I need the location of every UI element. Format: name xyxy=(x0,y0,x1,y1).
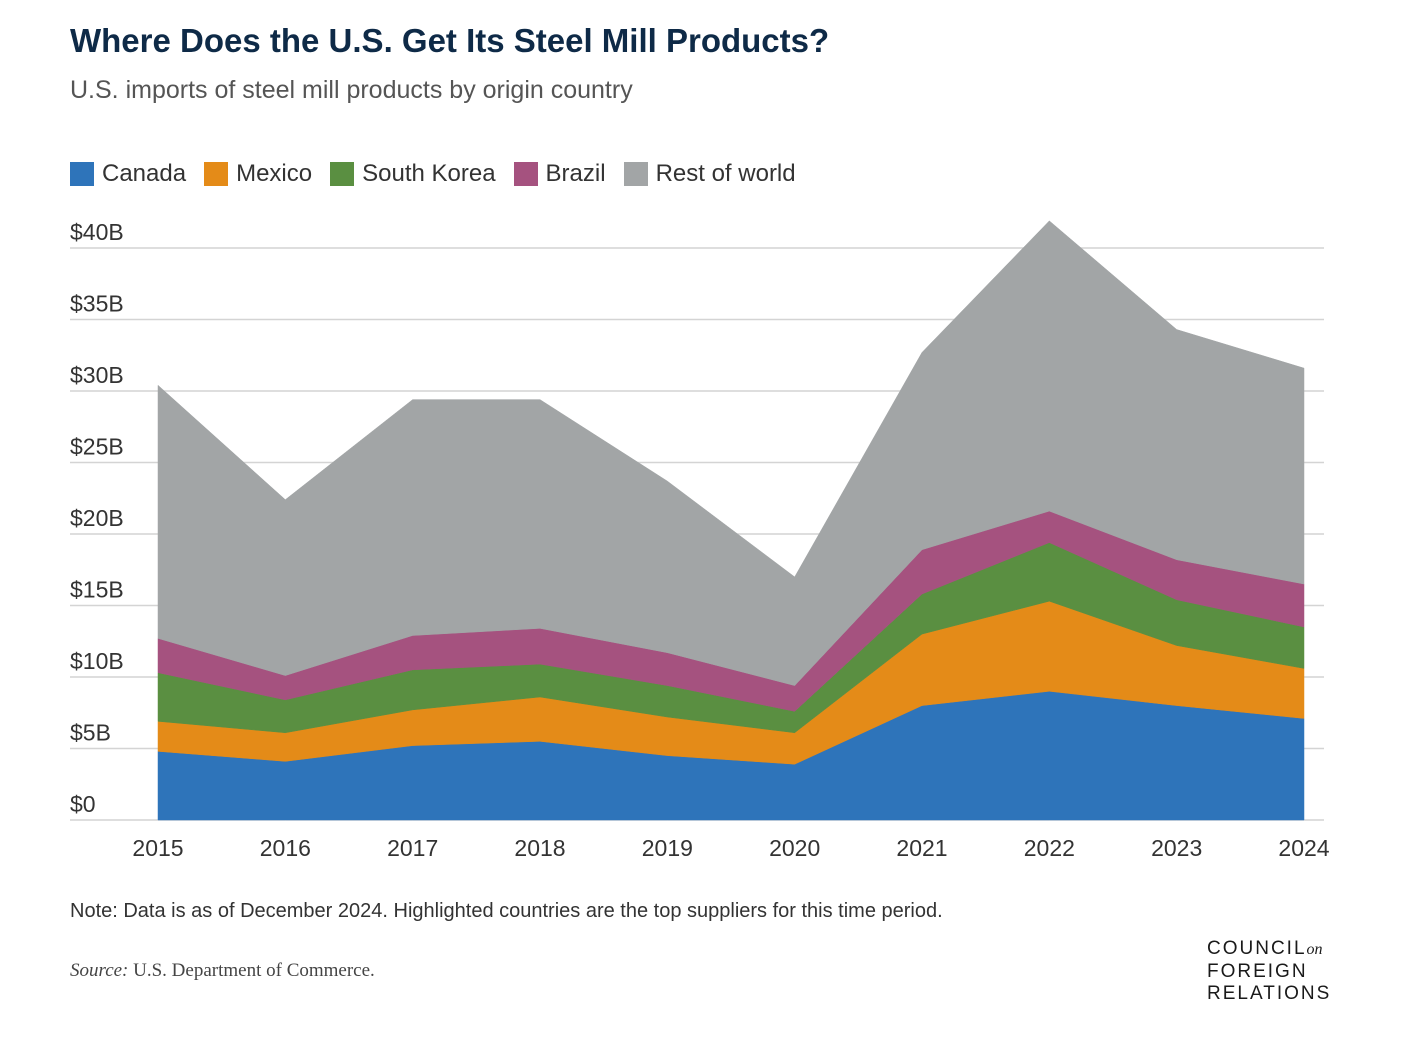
chart-legend: Canada Mexico South Korea Brazil Rest of wor… xyxy=(70,160,796,188)
source-text: U.S. Department of Commerce. xyxy=(133,960,375,981)
legend-item-brazil: Brazil xyxy=(513,160,606,188)
legend-item-rest-of-world: Rest of world xyxy=(623,160,796,188)
y-tick-label: $30B xyxy=(70,362,124,388)
chart-note: Note: Data is as of December 2024. Highl… xyxy=(70,900,943,922)
x-tick-label: 2017 xyxy=(387,835,438,861)
x-tick-label: 2019 xyxy=(642,835,693,861)
legend-swatch xyxy=(513,162,538,186)
chart-source: Source: U.S. Department of Commerce. xyxy=(70,960,375,982)
x-tick-label: 2022 xyxy=(1024,835,1075,861)
legend-item-south-korea: South Korea xyxy=(330,160,496,188)
legend-label: Mexico xyxy=(236,160,313,187)
x-tick-label: 2015 xyxy=(132,835,183,861)
legend-swatch xyxy=(204,162,229,186)
chart-title: Where Does the U.S. Get Its Steel Mill P… xyxy=(70,22,830,59)
x-tick-label: 2016 xyxy=(260,835,311,861)
legend-swatch xyxy=(623,162,648,186)
y-tick-label: $20B xyxy=(70,505,124,531)
legend-swatch xyxy=(70,162,94,186)
y-tick-label: $0 xyxy=(70,791,96,817)
logo-line-3: RELATIONS xyxy=(1207,983,1332,1004)
x-tick-label: 2021 xyxy=(896,835,947,861)
y-tick-label: $35B xyxy=(70,291,124,317)
x-tick-label: 2023 xyxy=(1151,835,1202,861)
legend-item-canada: Canada xyxy=(70,160,186,188)
y-tick-label: $5B xyxy=(70,720,111,746)
chart-subtitle: U.S. imports of steel mill products by o… xyxy=(70,76,633,104)
legend-label: Rest of world xyxy=(655,160,796,187)
logo-line-1: COUNCIL xyxy=(1207,938,1307,959)
stacked-area-chart: $0 $5B $10B $15B $20B $25B $30B $35B $40B 2015 201… xyxy=(70,219,1330,861)
legend-label: South Korea xyxy=(362,160,496,187)
logo-line-2: FOREIGN xyxy=(1207,961,1308,982)
area-series xyxy=(157,220,1305,821)
legend-label: Brazil xyxy=(545,160,606,187)
area-rest-of-world xyxy=(157,220,1305,686)
legend-label: Canada xyxy=(102,160,187,187)
legend-item-mexico: Mexico xyxy=(204,160,312,188)
y-tick-label: $10B xyxy=(70,648,124,674)
x-tick-label: 2018 xyxy=(514,835,565,861)
axis-labels: $0 $5B $10B $15B $20B $25B $30B $35B $40B 2015 201… xyxy=(70,219,1330,861)
x-tick-label: 2020 xyxy=(769,835,820,861)
source-label: Source: xyxy=(70,960,129,981)
cfr-logo: COUNCILon FOREIGN RELATIONS xyxy=(1207,938,1331,1005)
x-tick-label: 2024 xyxy=(1278,835,1329,861)
y-tick-label: $15B xyxy=(70,577,124,603)
y-tick-label: $25B xyxy=(70,434,124,460)
logo-on: on xyxy=(1306,941,1323,958)
y-tick-label: $40B xyxy=(70,219,124,245)
legend-swatch xyxy=(330,162,355,186)
